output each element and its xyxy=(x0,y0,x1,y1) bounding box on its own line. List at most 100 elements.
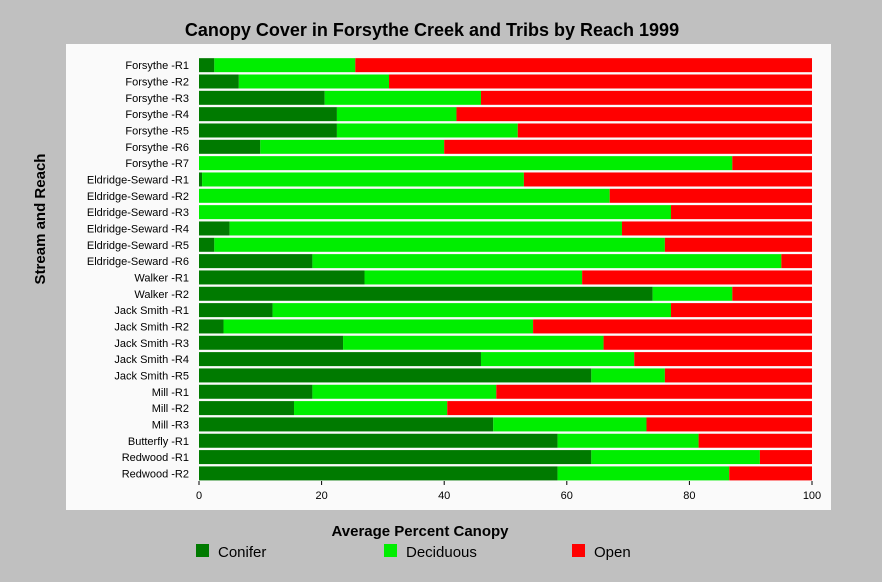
legend-swatch-deciduous xyxy=(384,544,397,557)
category-label: Jack Smith -R2 xyxy=(114,321,189,333)
x-tick-label: 20 xyxy=(315,490,327,502)
bar-conifer-forsythe-r2 xyxy=(199,74,239,89)
x-axis-ticks: 0 20 40 60 80 100 xyxy=(196,481,821,502)
x-tick-label: 0 xyxy=(196,490,202,502)
bar-deciduous-mill-r3 xyxy=(493,417,647,432)
x-axis-label: Average Percent Canopy xyxy=(331,523,509,540)
bar-deciduous-walker-r2 xyxy=(652,286,733,301)
bar-open-forsythe-r3 xyxy=(480,90,812,105)
legend-label-conifer: Conifer xyxy=(218,544,266,561)
category-label: Jack Smith -R4 xyxy=(114,354,189,366)
bar-conifer-jack-smith-r1 xyxy=(199,303,273,318)
bar-open-redwood-r2 xyxy=(729,466,812,481)
bar-conifer-eldridge-seward-r1 xyxy=(199,172,203,187)
bar-deciduous-eldridge-seward-r6 xyxy=(312,254,782,269)
category-label: Forsythe -R6 xyxy=(125,142,189,154)
bar-open-butterfly-r1 xyxy=(698,433,812,448)
bar-open-jack-smith-r3 xyxy=(603,335,812,350)
bar-deciduous-butterfly-r1 xyxy=(557,433,699,448)
category-label: Forsythe -R1 xyxy=(125,60,189,72)
bar-deciduous-forsythe-r7 xyxy=(199,156,733,171)
bar-conifer-walker-r2 xyxy=(199,286,653,301)
bar-open-eldridge-seward-r3 xyxy=(671,205,812,220)
bar-group xyxy=(199,58,812,481)
x-tick-label: 60 xyxy=(561,490,573,502)
y-axis-label: Stream and Reach xyxy=(32,154,49,285)
bar-open-eldridge-seward-r5 xyxy=(664,237,812,252)
bar-open-mill-r2 xyxy=(447,401,812,416)
bar-deciduous-forsythe-r1 xyxy=(214,58,356,73)
category-label: Eldridge-Seward -R5 xyxy=(87,240,189,252)
category-label: Forsythe -R7 xyxy=(125,158,189,170)
x-tick-label: 100 xyxy=(803,490,821,502)
category-label: Jack Smith -R1 xyxy=(114,305,189,317)
category-label: Eldridge-Seward -R2 xyxy=(87,191,189,203)
bar-open-eldridge-seward-r4 xyxy=(621,221,812,236)
bar-deciduous-eldridge-seward-r5 xyxy=(214,237,665,252)
bar-deciduous-eldridge-seward-r1 xyxy=(202,172,524,187)
legend-swatch-open xyxy=(572,544,585,557)
bar-deciduous-mill-r2 xyxy=(294,401,448,416)
x-tick-label: 80 xyxy=(683,490,695,502)
bar-open-mill-r1 xyxy=(496,384,812,399)
bar-conifer-walker-r1 xyxy=(199,270,365,285)
category-label: Walker -R2 xyxy=(134,289,189,301)
bar-deciduous-jack-smith-r5 xyxy=(591,368,665,383)
bar-open-jack-smith-r5 xyxy=(664,368,812,383)
bar-open-forsythe-r7 xyxy=(732,156,812,171)
x-tick-label: 40 xyxy=(438,490,450,502)
bar-open-forsythe-r5 xyxy=(517,123,812,138)
legend: Conifer Deciduous Open xyxy=(196,544,631,561)
category-label: Mill -R2 xyxy=(152,403,189,415)
bar-conifer-forsythe-r4 xyxy=(199,107,337,122)
bar-conifer-eldridge-seward-r4 xyxy=(199,221,230,236)
bar-open-forsythe-r2 xyxy=(389,74,812,89)
bar-open-eldridge-seward-r2 xyxy=(609,188,812,203)
category-label: Walker -R1 xyxy=(134,272,189,284)
bar-deciduous-forsythe-r4 xyxy=(336,107,457,122)
bar-conifer-forsythe-r6 xyxy=(199,139,261,154)
category-label: Forsythe -R4 xyxy=(125,109,189,121)
bar-open-redwood-r1 xyxy=(759,450,812,465)
bar-conifer-redwood-r2 xyxy=(199,466,558,481)
category-label: Redwood -R1 xyxy=(122,452,189,464)
category-label: Redwood -R2 xyxy=(122,468,189,480)
bar-open-forsythe-r4 xyxy=(456,107,812,122)
bar-conifer-eldridge-seward-r5 xyxy=(199,237,215,252)
bar-conifer-jack-smith-r3 xyxy=(199,335,344,350)
legend-label-deciduous: Deciduous xyxy=(406,544,477,561)
bar-conifer-jack-smith-r5 xyxy=(199,368,592,383)
bar-deciduous-jack-smith-r3 xyxy=(343,335,604,350)
bar-deciduous-forsythe-r5 xyxy=(336,123,518,138)
category-label: Mill -R1 xyxy=(152,387,189,399)
category-label: Mill -R3 xyxy=(152,419,189,431)
category-label: Forsythe -R3 xyxy=(125,93,189,105)
bar-open-eldridge-seward-r1 xyxy=(523,172,812,187)
bar-conifer-forsythe-r5 xyxy=(199,123,337,138)
bar-conifer-mill-r1 xyxy=(199,384,313,399)
bar-conifer-forsythe-r1 xyxy=(199,58,215,73)
bar-open-jack-smith-r4 xyxy=(634,352,812,367)
category-label: Eldridge-Seward -R3 xyxy=(87,207,189,219)
category-labels: Forsythe -R1 Forsythe -R2 Forsythe -R3 Fors… xyxy=(87,60,189,480)
category-label: Eldridge-Seward -R6 xyxy=(87,256,189,268)
category-label: Forsythe -R5 xyxy=(125,125,189,137)
bar-conifer-jack-smith-r2 xyxy=(199,319,224,334)
bar-open-walker-r2 xyxy=(732,286,812,301)
category-label: Jack Smith -R3 xyxy=(114,338,189,350)
bar-conifer-jack-smith-r4 xyxy=(199,352,481,367)
category-label: Eldridge-Seward -R4 xyxy=(87,223,189,235)
bar-deciduous-forsythe-r3 xyxy=(324,90,481,105)
bar-deciduous-eldridge-seward-r3 xyxy=(199,205,672,220)
category-label: Butterfly -R1 xyxy=(128,436,189,448)
bar-deciduous-mill-r1 xyxy=(312,384,497,399)
category-label: Forsythe -R2 xyxy=(125,76,189,88)
bar-deciduous-redwood-r2 xyxy=(557,466,730,481)
bar-deciduous-walker-r1 xyxy=(364,270,583,285)
bar-deciduous-jack-smith-r2 xyxy=(223,319,534,334)
category-label: Eldridge-Seward -R1 xyxy=(87,174,189,186)
bar-deciduous-redwood-r1 xyxy=(591,450,760,465)
bar-deciduous-jack-smith-r4 xyxy=(480,352,635,367)
